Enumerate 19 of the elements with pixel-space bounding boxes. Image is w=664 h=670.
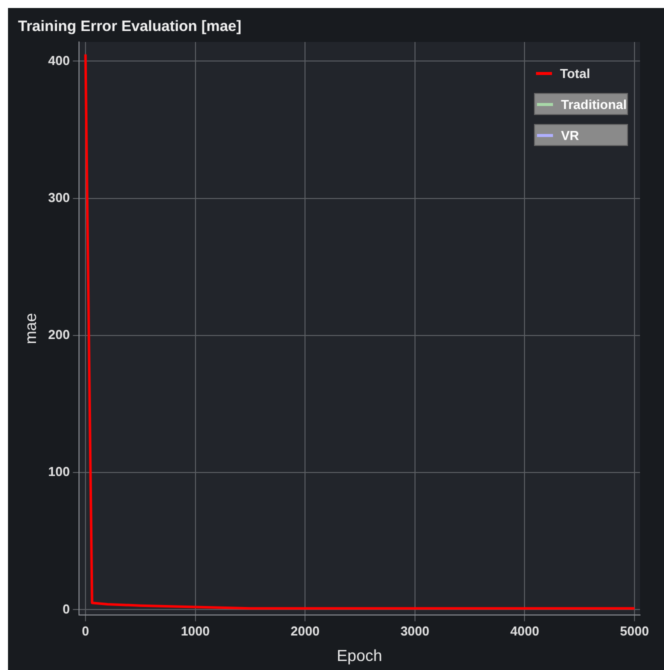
x-tick-label: 5000 [620, 624, 649, 639]
x-tick-label: 2000 [290, 624, 320, 639]
x-tick-label: 0 [82, 624, 90, 639]
y-axis-title: mae [23, 312, 40, 344]
x-tick-label: 3000 [400, 624, 430, 639]
legend-toggle-button: VR [534, 124, 628, 146]
legend-toggle-button: Traditional [534, 93, 628, 115]
legend-label: Total [560, 66, 590, 80]
legend-label: VR [561, 128, 580, 142]
chart-title: Training Error Evaluation [mae] [18, 18, 242, 36]
x-tick-label: 1000 [180, 624, 210, 639]
y-tick-label: 300 [48, 190, 70, 205]
y-tick-label: 200 [48, 327, 70, 342]
x-axis-title: Epoch [336, 648, 382, 665]
y-tick-label: 100 [48, 464, 70, 480]
x-tick-label: 4000 [510, 624, 540, 639]
y-tick-label: 400 [48, 52, 70, 68]
y-tick-label: 0 [62, 601, 70, 616]
legend-label: Traditional [561, 96, 627, 112]
